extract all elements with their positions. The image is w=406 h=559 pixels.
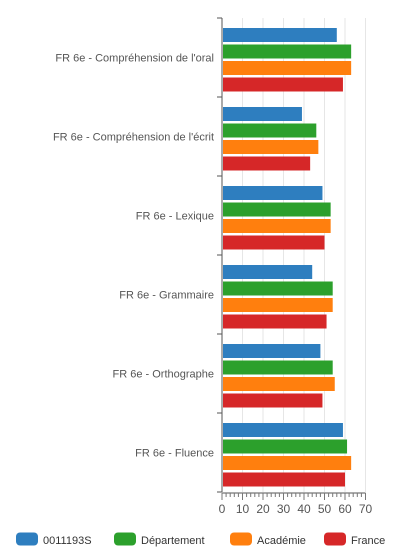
bar-acad-mie-0[interactable] xyxy=(223,61,352,75)
bar-d-partement-4[interactable] xyxy=(223,360,333,375)
bar-d-partement-0[interactable] xyxy=(223,44,352,59)
bar-d-partement-2[interactable] xyxy=(223,202,331,217)
value-tick-label: 40 xyxy=(297,502,311,516)
value-tick-label: 30 xyxy=(277,502,291,516)
value-tick-label: 60 xyxy=(338,502,352,516)
bar-france-1[interactable] xyxy=(223,156,311,171)
legend-swatch-1[interactable] xyxy=(114,532,136,546)
bar-0011193s-1[interactable] xyxy=(223,107,302,121)
value-tick-label: 70 xyxy=(359,502,373,516)
bar-0011193s-2[interactable] xyxy=(223,186,323,200)
legend-label-3[interactable]: France xyxy=(351,535,385,547)
bar-france-3[interactable] xyxy=(223,314,327,329)
category-label: FR 6e - Fluence xyxy=(135,448,214,460)
category-label: FR 6e - Compréhension de l'écrit xyxy=(53,132,214,144)
category-label: FR 6e - Lexique xyxy=(136,211,214,223)
value-tick-label: 20 xyxy=(256,502,270,516)
bar-acad-mie-3[interactable] xyxy=(223,298,333,312)
legend-swatch-3[interactable] xyxy=(324,532,346,546)
bar-acad-mie-4[interactable] xyxy=(223,377,335,391)
bar-france-0[interactable] xyxy=(223,77,343,92)
bar-d-partement-1[interactable] xyxy=(223,123,317,138)
bar-france-4[interactable] xyxy=(223,393,323,408)
legend-label-0[interactable]: 0011193S xyxy=(43,535,92,547)
legend-label-2[interactable]: Académie xyxy=(257,535,306,547)
bar-france-2[interactable] xyxy=(223,235,325,250)
bar-0011193s-3[interactable] xyxy=(223,265,313,279)
category-label: FR 6e - Compréhension de l'oral xyxy=(55,53,214,65)
bar-acad-mie-5[interactable] xyxy=(223,456,352,470)
value-tick-label: 10 xyxy=(236,502,250,516)
bar-0011193s-5[interactable] xyxy=(223,423,343,437)
bar-d-partement-3[interactable] xyxy=(223,281,333,296)
bar-d-partement-5[interactable] xyxy=(223,439,348,454)
legend-swatch-0[interactable] xyxy=(16,532,38,546)
bar-0011193s-4[interactable] xyxy=(223,344,321,358)
category-label: FR 6e - Orthographe xyxy=(113,369,215,381)
bar-acad-mie-1[interactable] xyxy=(223,140,319,154)
category-label: FR 6e - Grammaire xyxy=(119,290,214,302)
bar-0011193s-0[interactable] xyxy=(223,28,337,42)
value-tick-label: 0 xyxy=(219,502,226,516)
value-tick-label: 50 xyxy=(318,502,332,516)
legend-label-1[interactable]: Département xyxy=(141,535,205,547)
bar-acad-mie-2[interactable] xyxy=(223,219,331,233)
legend-swatch-2[interactable] xyxy=(230,532,252,546)
bar-france-5[interactable] xyxy=(223,472,345,487)
